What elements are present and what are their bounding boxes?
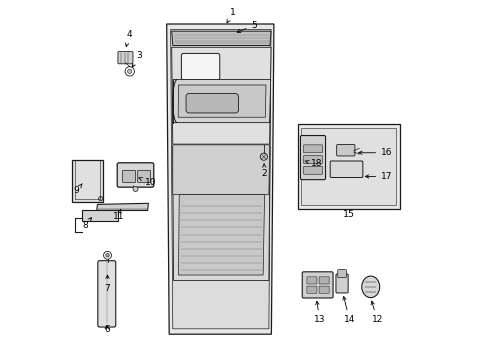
FancyBboxPatch shape <box>117 163 153 187</box>
Text: 17: 17 <box>365 172 392 181</box>
Text: 2: 2 <box>261 163 267 178</box>
Polygon shape <box>97 203 148 211</box>
FancyBboxPatch shape <box>306 286 316 293</box>
FancyBboxPatch shape <box>319 277 328 284</box>
Circle shape <box>103 251 111 259</box>
Text: 14: 14 <box>342 297 355 324</box>
Text: 6: 6 <box>104 325 109 334</box>
FancyBboxPatch shape <box>122 170 135 183</box>
Circle shape <box>99 197 102 201</box>
FancyBboxPatch shape <box>303 145 322 153</box>
Text: 8: 8 <box>82 218 91 230</box>
Text: 18: 18 <box>305 159 321 168</box>
FancyBboxPatch shape <box>329 161 362 177</box>
FancyBboxPatch shape <box>137 170 150 183</box>
FancyBboxPatch shape <box>303 156 322 163</box>
Text: 10: 10 <box>139 177 156 187</box>
Circle shape <box>105 253 109 257</box>
Polygon shape <box>166 24 273 334</box>
FancyBboxPatch shape <box>319 286 328 293</box>
FancyBboxPatch shape <box>118 51 133 64</box>
Polygon shape <box>178 85 265 117</box>
Text: 15: 15 <box>342 210 354 219</box>
Polygon shape <box>172 80 270 123</box>
Polygon shape <box>82 211 118 221</box>
Polygon shape <box>178 194 264 275</box>
Circle shape <box>260 153 267 160</box>
FancyBboxPatch shape <box>98 261 116 327</box>
Polygon shape <box>172 146 269 280</box>
FancyBboxPatch shape <box>335 274 347 293</box>
Text: 3: 3 <box>132 51 142 67</box>
Ellipse shape <box>361 276 379 298</box>
Polygon shape <box>172 145 269 194</box>
Polygon shape <box>171 47 270 144</box>
Polygon shape <box>170 30 270 329</box>
FancyBboxPatch shape <box>185 94 238 113</box>
FancyBboxPatch shape <box>306 277 316 284</box>
Text: 13: 13 <box>313 301 325 324</box>
Text: 11: 11 <box>112 210 124 221</box>
Text: 9: 9 <box>74 184 82 194</box>
Text: 1: 1 <box>226 8 235 23</box>
Circle shape <box>127 69 132 73</box>
FancyBboxPatch shape <box>301 128 395 205</box>
Text: 5: 5 <box>237 21 257 32</box>
FancyBboxPatch shape <box>300 135 325 180</box>
FancyBboxPatch shape <box>181 53 219 80</box>
FancyBboxPatch shape <box>336 144 354 156</box>
Text: 7: 7 <box>104 275 110 293</box>
FancyBboxPatch shape <box>337 270 346 278</box>
Text: 4: 4 <box>125 30 132 46</box>
FancyBboxPatch shape <box>297 125 399 209</box>
FancyBboxPatch shape <box>303 166 322 174</box>
Circle shape <box>133 186 138 192</box>
Text: 16: 16 <box>358 148 392 157</box>
FancyBboxPatch shape <box>302 272 332 298</box>
FancyBboxPatch shape <box>72 160 102 202</box>
Text: 12: 12 <box>370 301 382 324</box>
Circle shape <box>125 67 134 76</box>
Polygon shape <box>171 31 270 45</box>
